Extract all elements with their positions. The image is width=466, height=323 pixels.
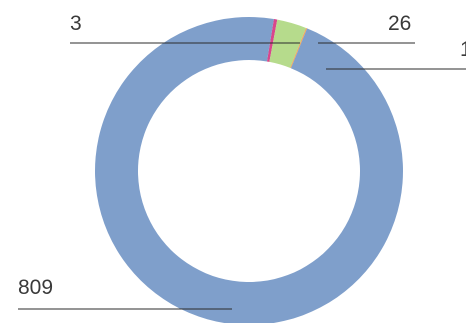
data-label-3: 3 (70, 12, 82, 35)
donut-slices (95, 17, 403, 323)
data-labels: 3 26 1 809 (18, 12, 466, 310)
slice-809 (95, 17, 403, 323)
data-label-26: 26 (388, 12, 411, 35)
slice-26 (269, 19, 307, 68)
data-label-1: 1 (460, 38, 466, 61)
data-label-809: 809 (18, 276, 53, 299)
slice-3 (266, 19, 278, 62)
slice-1 (290, 27, 308, 69)
